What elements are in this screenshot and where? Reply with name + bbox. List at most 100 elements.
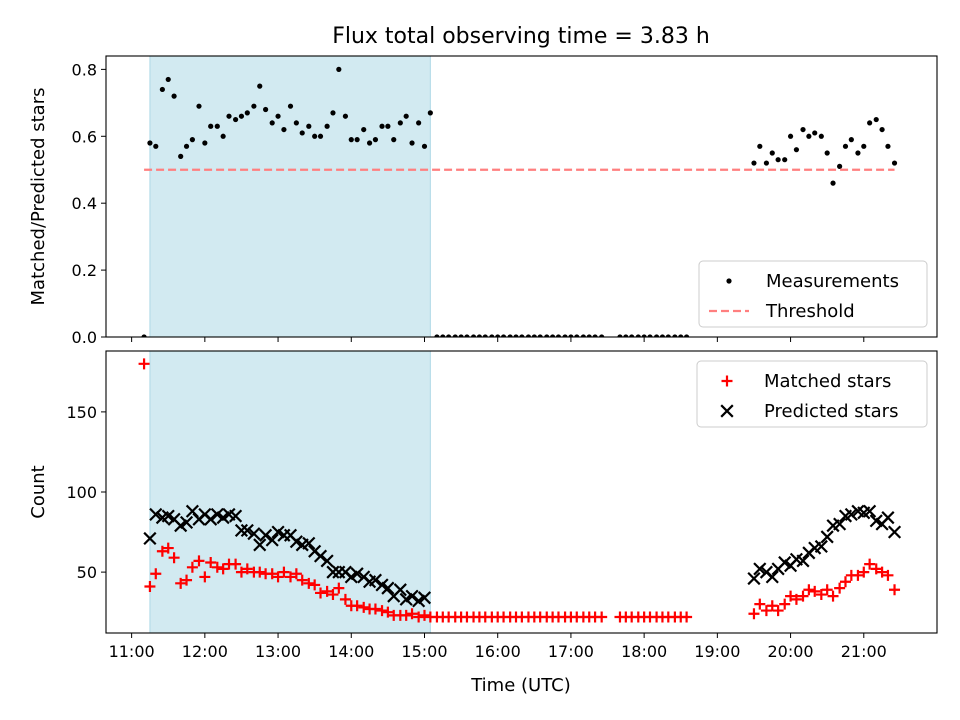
measurement-point — [489, 334, 495, 337]
measurement-point — [891, 160, 898, 166]
x-tick-label: 12:00 — [182, 642, 228, 661]
measurement-point — [586, 334, 592, 337]
measurement-point — [562, 334, 568, 337]
predicted-star-point — [179, 515, 194, 530]
ratio-panel: 0.0 0.2 0.4 0.6 0.8 Matched/Predicted stars Me… — [28, 55, 938, 347]
count-panel: 11:00 12:00 13:00 14:00 15:00 16:00 17:00 18:00… — [28, 350, 938, 661]
measurement-point — [458, 334, 464, 337]
measurement-point — [336, 66, 342, 72]
x-tick-label: 14:00 — [328, 642, 374, 661]
matched-star-point — [797, 590, 809, 602]
measurement-point — [824, 150, 830, 156]
measurement-point — [324, 123, 330, 129]
measurement-point — [391, 137, 397, 143]
measurement-point — [599, 334, 605, 337]
x-tick-label: 17:00 — [548, 642, 594, 661]
legend-label: Threshold — [765, 301, 855, 322]
matched-star-point — [779, 598, 791, 610]
measurement-point — [800, 126, 806, 133]
matched-star-point — [285, 571, 297, 583]
y-tick-label: 100 — [66, 483, 97, 502]
matched-star-point — [858, 566, 870, 578]
predicted-star-point — [302, 536, 316, 550]
measurement-point — [330, 110, 336, 116]
measurement-point — [500, 334, 507, 337]
measurement-point — [287, 103, 294, 109]
predicted-star-point — [844, 507, 858, 522]
measurement-point — [312, 133, 318, 139]
matched-star-point — [333, 582, 345, 594]
measurement-point — [348, 137, 354, 143]
measurement-point — [531, 334, 537, 337]
predicted-star-point — [229, 509, 243, 523]
matched-star-point — [193, 555, 205, 567]
measurement-point — [678, 334, 684, 337]
predicted-star-point — [747, 571, 761, 586]
predicted-star-point — [863, 504, 877, 518]
measurement-point — [385, 123, 391, 129]
measurement-point — [183, 143, 190, 149]
measurement-point — [196, 103, 202, 109]
predicted-star-point — [417, 591, 432, 605]
measurement-point — [293, 120, 299, 126]
matched-star-point — [382, 606, 394, 618]
predicted-star-point — [320, 554, 334, 568]
matched-star-point — [138, 358, 150, 370]
x-axis-label: Time (UTC) — [470, 675, 571, 696]
measurement-point — [592, 334, 598, 337]
matched-star-point — [241, 563, 253, 575]
y-tick-label: 50 — [77, 563, 97, 582]
matched-star-point — [882, 569, 894, 581]
matched-star-point — [681, 611, 693, 623]
measurement-point — [568, 334, 574, 337]
measurement-point — [238, 113, 245, 119]
predicted-star-point — [247, 527, 261, 541]
measurement-point — [409, 140, 415, 146]
measurement-point — [251, 103, 257, 109]
predicted-star-point — [393, 583, 407, 597]
measurement-point — [684, 334, 690, 337]
legend-label: Measurements — [766, 271, 899, 292]
measurement-point — [641, 334, 647, 337]
matched-star-point — [418, 609, 430, 621]
measurement-point — [153, 143, 159, 149]
measurement-point — [452, 334, 458, 337]
legend-label: Matched stars — [764, 371, 891, 392]
matched-star-point — [175, 577, 187, 589]
y-tick-label: 0.2 — [72, 261, 97, 280]
matched-star-point — [211, 561, 223, 573]
predicted-star-point — [350, 567, 364, 581]
measurement-point — [793, 147, 800, 153]
matched-star-point — [369, 603, 381, 615]
observing-window-band — [149, 55, 431, 338]
measurement-point — [141, 334, 147, 337]
measurement-point — [379, 123, 385, 129]
matched-star-point — [815, 589, 827, 601]
measurement-point — [403, 113, 409, 119]
measurement-point — [495, 334, 501, 337]
predicted-star-point — [833, 517, 847, 531]
matched-star-point — [772, 605, 784, 617]
x-tick-label: 20:00 — [768, 642, 814, 661]
measurement-point — [464, 334, 470, 337]
matched-star-point — [406, 608, 418, 620]
matched-star-point — [315, 587, 327, 599]
matched-star-point — [809, 585, 821, 597]
measurement-point — [842, 143, 849, 149]
matched-star-point — [309, 579, 321, 591]
measurement-point — [214, 123, 220, 129]
y-tick-label: 0.4 — [72, 194, 97, 213]
measurement-point — [440, 334, 446, 337]
matched-star-point — [790, 593, 802, 605]
measurement-point — [427, 110, 433, 116]
measurement-point — [513, 334, 519, 337]
predicted-star-point — [881, 511, 895, 525]
matched-star-point — [217, 563, 229, 575]
measurement-point — [830, 180, 836, 186]
measurement-point — [537, 334, 543, 337]
matched-star-point — [156, 545, 168, 557]
measurement-point — [372, 137, 379, 143]
legend-marker — [720, 404, 734, 418]
predicted-star-point — [259, 528, 273, 542]
